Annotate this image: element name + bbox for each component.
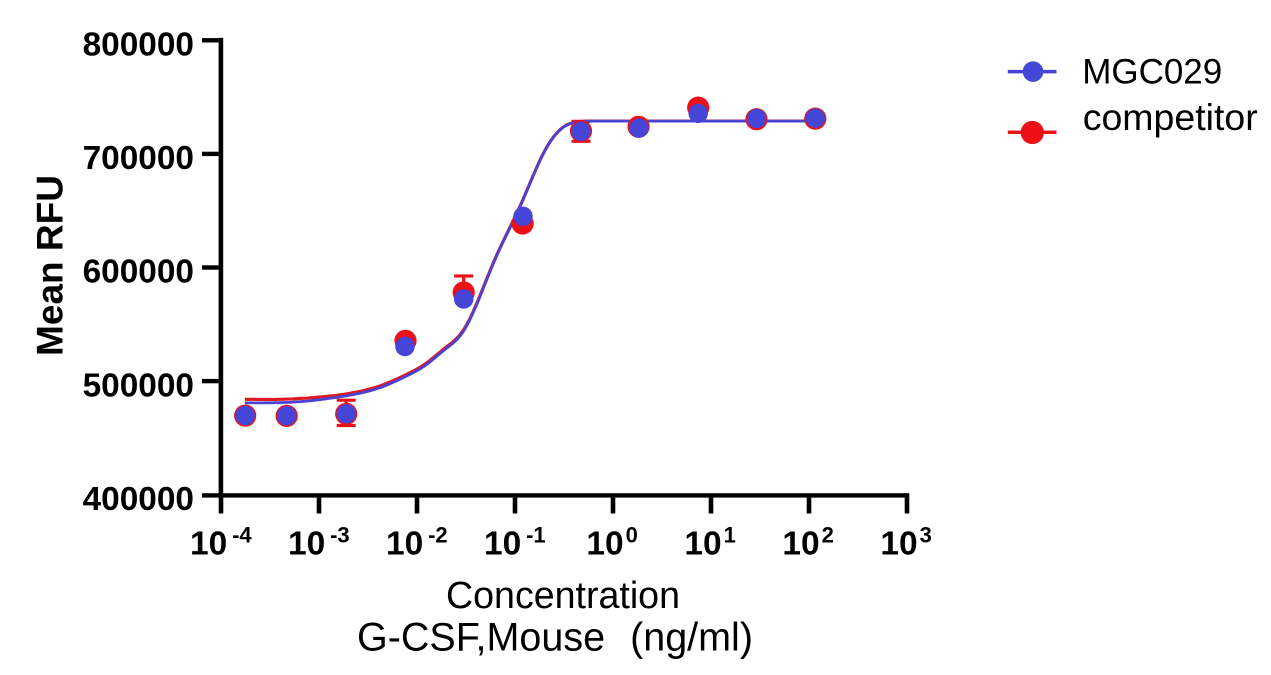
svg-text:Mean RFU: Mean RFU bbox=[30, 175, 71, 356]
svg-text:Concentration: Concentration bbox=[446, 574, 680, 616]
svg-text:G-CSF,Mouse: G-CSF,Mouse bbox=[357, 615, 605, 659]
svg-text:(ng/ml): (ng/ml) bbox=[630, 615, 753, 659]
svg-text:500000: 500000 bbox=[83, 367, 194, 404]
svg-text:800000: 800000 bbox=[83, 27, 194, 64]
svg-text:400000: 400000 bbox=[83, 481, 194, 518]
svg-text:600000: 600000 bbox=[83, 254, 194, 291]
svg-text:100: 100 bbox=[586, 523, 637, 563]
svg-text:700000: 700000 bbox=[83, 140, 194, 177]
svg-text:competitor: competitor bbox=[1083, 96, 1258, 138]
svg-text:MGC029: MGC029 bbox=[1082, 53, 1222, 92]
svg-text:10-1: 10 -1 bbox=[484, 523, 546, 563]
